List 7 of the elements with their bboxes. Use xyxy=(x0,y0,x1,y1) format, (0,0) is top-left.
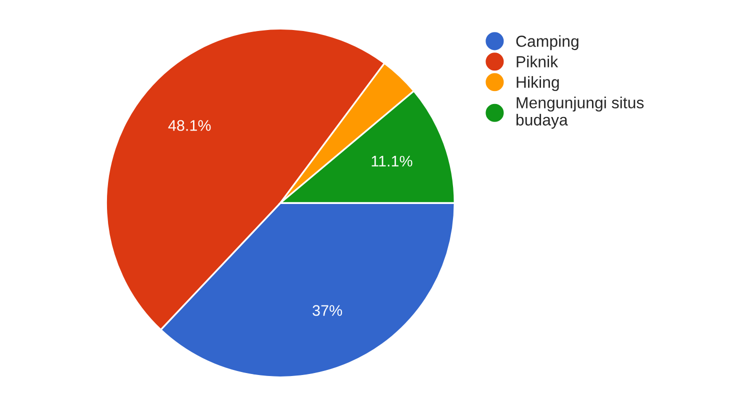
data-label: 11.1% xyxy=(372,156,412,167)
legend-label: Hiking xyxy=(516,76,559,92)
legend-label: Mengunjungi situs budaya xyxy=(516,96,644,129)
data-label: 48.1% xyxy=(168,120,211,131)
data-label: 37% xyxy=(312,305,342,316)
legend-label: Camping xyxy=(516,35,578,50)
legend-label: Piknik xyxy=(516,56,558,68)
